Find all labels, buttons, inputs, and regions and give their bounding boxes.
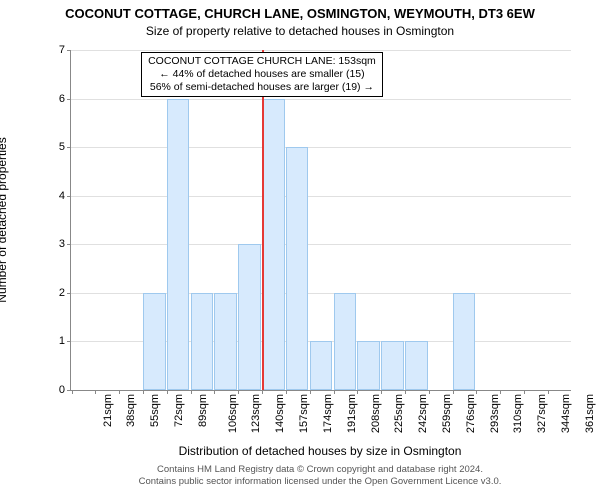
y-tick-label: 7	[35, 44, 65, 56]
y-tick-label: 1	[35, 335, 65, 347]
x-tick-mark	[214, 390, 215, 394]
x-tick-mark	[310, 390, 311, 394]
x-tick-mark	[191, 390, 192, 394]
y-tick-mark	[67, 293, 71, 294]
x-tick-label: 225sqm	[393, 394, 405, 433]
y-tick-label: 0	[35, 384, 65, 396]
footer-line2: Contains public sector information licen…	[139, 476, 502, 487]
gridline	[71, 147, 571, 148]
y-tick-label: 6	[35, 93, 65, 105]
x-tick-label: 259sqm	[441, 394, 453, 433]
footer-attribution: Contains HM Land Registry data © Crown c…	[70, 464, 570, 488]
x-tick-label: 208sqm	[370, 394, 382, 433]
x-tick-label: 174sqm	[322, 394, 334, 433]
chart-plot-area: 0123456721sqm38sqm55sqm72sqm89sqm106sqm1…	[70, 50, 571, 391]
x-tick-label: 157sqm	[298, 394, 310, 433]
gridline	[71, 196, 571, 197]
histogram-bar	[191, 293, 214, 390]
x-tick-label: 327sqm	[536, 394, 548, 433]
x-tick-mark	[238, 390, 239, 394]
y-tick-mark	[67, 99, 71, 100]
x-axis-label: Distribution of detached houses by size …	[70, 444, 570, 458]
chart-container: COCONUT COTTAGE, CHURCH LANE, OSMINGTON,…	[0, 0, 600, 500]
histogram-bar	[214, 293, 237, 390]
y-tick-mark	[67, 147, 71, 148]
reference-line	[262, 50, 264, 390]
y-tick-mark	[67, 244, 71, 245]
x-tick-label: 106sqm	[227, 394, 239, 433]
x-tick-mark	[95, 390, 96, 394]
y-tick-mark	[67, 196, 71, 197]
x-tick-label: 361sqm	[584, 394, 596, 433]
x-tick-mark	[500, 390, 501, 394]
histogram-bar	[310, 341, 333, 390]
histogram-bar	[381, 341, 404, 390]
annot-line2: ← 44% of detached houses are smaller (15…	[159, 68, 364, 80]
histogram-bar	[405, 341, 428, 390]
x-tick-mark	[119, 390, 120, 394]
x-tick-label: 191sqm	[346, 394, 358, 433]
x-tick-label: 72sqm	[173, 394, 185, 427]
x-tick-mark	[167, 390, 168, 394]
gridline	[71, 50, 571, 51]
y-tick-label: 2	[35, 287, 65, 299]
footer-line1: Contains HM Land Registry data © Crown c…	[157, 464, 483, 475]
x-tick-mark	[72, 390, 73, 394]
y-tick-label: 3	[35, 238, 65, 250]
x-tick-label: 242sqm	[417, 394, 429, 433]
histogram-bar	[238, 244, 261, 390]
y-tick-mark	[67, 390, 71, 391]
histogram-bar	[167, 99, 190, 390]
x-tick-label: 344sqm	[560, 394, 572, 433]
x-tick-label: 38sqm	[125, 394, 137, 427]
reference-annotation: COCONUT COTTAGE CHURCH LANE: 153sqm← 44%…	[141, 52, 383, 97]
y-tick-mark	[67, 50, 71, 51]
histogram-bar	[334, 293, 357, 390]
x-tick-mark	[524, 390, 525, 394]
page-title: COCONUT COTTAGE, CHURCH LANE, OSMINGTON,…	[0, 6, 600, 21]
annot-line1: COCONUT COTTAGE CHURCH LANE: 153sqm	[148, 55, 376, 67]
x-tick-mark	[381, 390, 382, 394]
x-tick-mark	[548, 390, 549, 394]
histogram-bar	[453, 293, 476, 390]
x-tick-mark	[453, 390, 454, 394]
x-tick-label: 21sqm	[102, 394, 114, 427]
x-tick-label: 55sqm	[149, 394, 161, 427]
gridline	[71, 244, 571, 245]
x-tick-mark	[286, 390, 287, 394]
x-tick-label: 310sqm	[512, 394, 524, 433]
histogram-bar	[262, 99, 285, 390]
histogram-bar	[143, 293, 166, 390]
x-tick-label: 140sqm	[274, 394, 286, 433]
gridline	[71, 99, 571, 100]
x-tick-label: 293sqm	[489, 394, 501, 433]
x-tick-label: 123sqm	[251, 394, 263, 433]
histogram-bar	[286, 147, 309, 390]
x-tick-label: 89sqm	[197, 394, 209, 427]
annot-line3: 56% of semi-detached houses are larger (…	[150, 81, 374, 93]
x-tick-mark	[357, 390, 358, 394]
x-tick-mark	[476, 390, 477, 394]
x-tick-label: 276sqm	[465, 394, 477, 433]
histogram-bar	[357, 341, 380, 390]
x-tick-mark	[334, 390, 335, 394]
y-tick-label: 4	[35, 190, 65, 202]
x-tick-mark	[143, 390, 144, 394]
x-tick-mark	[405, 390, 406, 394]
y-tick-label: 5	[35, 141, 65, 153]
x-tick-mark	[262, 390, 263, 394]
y-axis-label: Number of detached properties	[0, 137, 9, 302]
x-tick-mark	[429, 390, 430, 394]
page-subtitle: Size of property relative to detached ho…	[0, 24, 600, 38]
y-tick-mark	[67, 341, 71, 342]
